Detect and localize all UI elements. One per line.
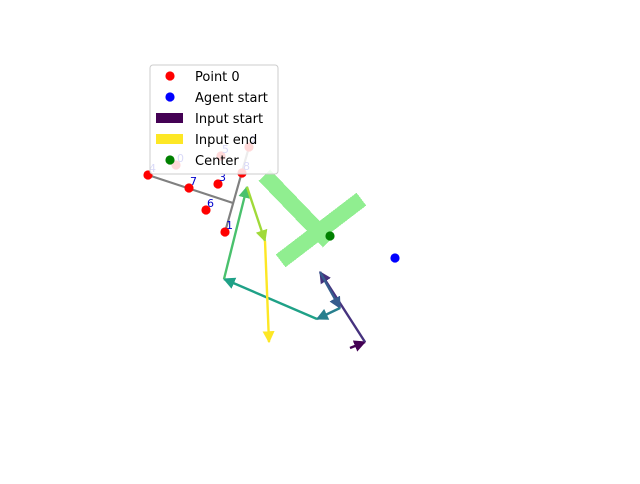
legend-label-center: Center	[195, 154, 239, 169]
keypoint-label-3: 3	[219, 171, 226, 184]
input-arrow-2	[318, 271, 342, 310]
legend-label-input_end: Input end	[195, 133, 257, 148]
center-point	[325, 231, 335, 241]
input-arrow-5	[222, 185, 251, 280]
keypoint-label-6: 6	[207, 197, 214, 210]
legend-label-input_start: Input start	[195, 112, 263, 127]
input-arrow-3	[315, 306, 341, 321]
keypoint-7	[184, 183, 194, 193]
keypoint-1	[220, 227, 230, 237]
legend: Point 0 Agent start Input start Input end Ce…	[149, 64, 279, 175]
legend-label-agent_start: Agent start	[195, 91, 268, 106]
legend-frame	[149, 64, 279, 175]
legend-marker-center	[165, 155, 175, 165]
input-arrow-7	[262, 240, 275, 344]
legend-label-point0: Point 0	[195, 70, 240, 85]
input-path-layer	[222, 185, 367, 352]
legend-marker-input_end	[156, 134, 183, 144]
keypoint-label-7: 7	[190, 175, 197, 188]
input-arrow-4	[222, 277, 318, 321]
input-arrow-6	[245, 186, 268, 243]
t-shape-layer	[258, 169, 367, 268]
legend-marker-agent_start	[165, 92, 175, 102]
t-shape-bar-1	[258, 169, 335, 248]
legend-marker-input_start	[156, 113, 183, 123]
keypoint-6	[201, 205, 211, 215]
legend-marker-point0	[165, 71, 175, 81]
keypoint-3	[213, 179, 223, 189]
input-arrow-0	[349, 340, 367, 352]
keypoint-label-1: 1	[226, 219, 233, 232]
agent-start-point	[390, 253, 400, 263]
